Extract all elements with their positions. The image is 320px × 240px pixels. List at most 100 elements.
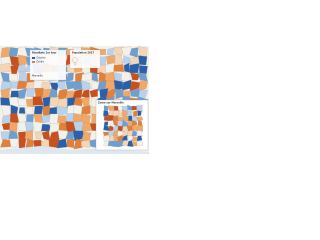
commune [137, 140, 143, 146]
commune [25, 98, 35, 108]
commune [81, 105, 91, 115]
commune [137, 72, 148, 82]
commune [9, 138, 20, 148]
commune [89, 88, 98, 98]
commune [25, 106, 34, 115]
commune [113, 72, 124, 82]
population-title: Population 2017 [72, 52, 94, 55]
commune [81, 139, 92, 148]
commune [115, 55, 123, 67]
commune [108, 136, 114, 142]
commune [18, 138, 27, 149]
commune [10, 113, 19, 124]
commune [65, 81, 75, 90]
commune [99, 56, 107, 66]
commune [99, 88, 109, 100]
sea [0, 146, 149, 154]
commune [136, 125, 143, 132]
commune [132, 110, 138, 117]
inset-map [103, 104, 144, 148]
commune [112, 115, 119, 122]
commune [136, 116, 144, 122]
commune [17, 88, 27, 99]
commune [103, 135, 110, 142]
commune [130, 56, 141, 64]
commune [56, 97, 68, 108]
commune [121, 109, 129, 117]
commune [80, 80, 91, 91]
commune [103, 141, 109, 147]
commune [137, 130, 143, 137]
commune [73, 138, 83, 150]
commune [56, 138, 68, 149]
commune [131, 116, 138, 121]
commune [103, 105, 109, 113]
commune [121, 135, 128, 142]
commune [127, 140, 134, 147]
commune [9, 121, 18, 132]
commune [136, 135, 143, 142]
commune [121, 71, 131, 82]
legend-swatch [32, 61, 35, 63]
commune [106, 47, 114, 56]
commune [81, 89, 90, 99]
commune [138, 55, 148, 66]
commune [8, 96, 20, 107]
commune [8, 73, 18, 82]
commune [138, 80, 149, 92]
inset-title: Zoom sur Marseille [98, 102, 124, 105]
page: {"legend": {"title": "Résultats 1er tour… [0, 0, 149, 198]
commune [129, 63, 140, 74]
legend-label: Droite [37, 61, 45, 64]
commune [17, 54, 28, 66]
commune [121, 140, 128, 146]
commune [132, 141, 138, 147]
commune [42, 105, 51, 116]
commune [131, 120, 138, 126]
commune [34, 131, 43, 140]
commune [130, 72, 140, 81]
commune [72, 89, 83, 99]
commune [129, 81, 141, 92]
commune [137, 110, 142, 117]
commune [0, 62, 11, 73]
commune [16, 80, 28, 90]
commune [91, 72, 99, 82]
population-symbol [72, 57, 78, 63]
map-figure: Résultats 1er tour Gauche Droite Marseil… [0, 46, 149, 154]
commune [73, 80, 83, 91]
commune [112, 130, 118, 137]
commune [73, 104, 83, 114]
commune [0, 80, 12, 91]
commune [42, 114, 51, 124]
city-label: Marseille [32, 75, 43, 78]
commune [113, 64, 125, 72]
population-box [69, 49, 101, 69]
legend-box [29, 49, 67, 81]
commune [137, 89, 148, 100]
commune [139, 65, 148, 75]
legend-title: Résultats 1er tour [32, 52, 57, 55]
commune [34, 105, 44, 115]
commune [66, 72, 74, 82]
commune [103, 110, 109, 117]
commune [34, 87, 44, 98]
commune [121, 56, 131, 64]
commune [117, 131, 124, 136]
commune [127, 104, 134, 111]
legend-label: Gauche [37, 57, 47, 60]
commune [0, 47, 10, 58]
commune [18, 107, 26, 114]
commune [107, 120, 114, 127]
commune [81, 122, 92, 133]
commune [10, 104, 19, 116]
commune [131, 105, 139, 111]
commune [136, 105, 143, 113]
commune [66, 139, 75, 148]
commune [49, 113, 59, 125]
commune [113, 46, 124, 56]
commune [121, 46, 132, 57]
population-symbol [73, 62, 77, 66]
commune [131, 130, 137, 137]
commune [123, 115, 129, 122]
